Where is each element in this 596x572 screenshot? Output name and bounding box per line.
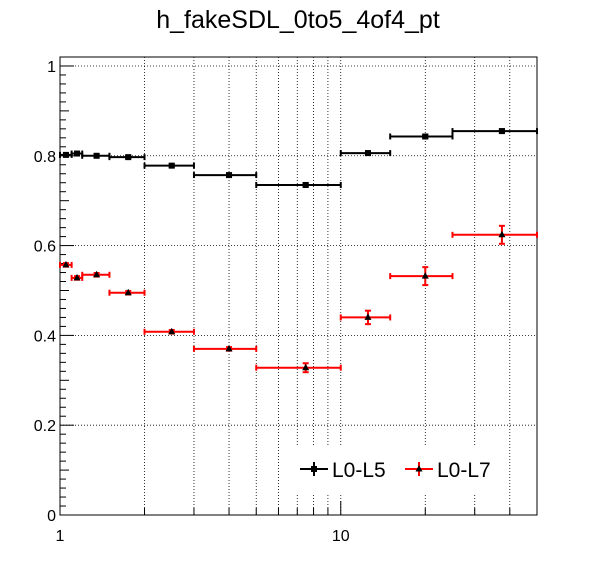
y-tick-label: 0.2 [34, 418, 56, 435]
y-tick-label: 0.8 [34, 149, 56, 166]
x-tick-label: 1 [56, 528, 65, 545]
data-point [498, 128, 505, 135]
data-point [364, 313, 372, 320]
data-point [226, 172, 233, 179]
legend-marker [311, 466, 317, 472]
y-tick-label: 0 [47, 508, 56, 525]
legend-marker [415, 465, 423, 472]
data-point [73, 273, 81, 281]
x-tick-label: 10 [332, 528, 350, 545]
data-point [302, 363, 310, 371]
data-point [422, 133, 429, 140]
chart-title: h_fakeSDL_0to5_4of4_pt [156, 6, 440, 34]
axes: 1 10 0 0.2 0.4 0.6 0.8 1 [34, 59, 538, 545]
data-point [168, 162, 175, 169]
legend: L0-L5 L0-L7 [296, 447, 496, 493]
y-tick-label: 0.6 [34, 239, 56, 256]
data-point [124, 288, 132, 296]
legend-box [296, 447, 496, 493]
data-point [168, 327, 176, 335]
data-point [74, 150, 81, 157]
data-point [421, 272, 429, 279]
legend-label: L0-L5 [332, 459, 386, 482]
data-point [125, 154, 132, 161]
data-point [93, 152, 100, 159]
grid [60, 57, 537, 515]
data-point [62, 151, 69, 158]
y-tick-label: 1 [47, 59, 56, 76]
data-point [62, 260, 70, 268]
data-point [302, 181, 309, 188]
data-point [364, 150, 371, 157]
data-point [93, 270, 101, 278]
series-L0-L5 [59, 128, 538, 188]
y-tick-label: 0.4 [34, 328, 56, 345]
legend-label: L0-L7 [437, 459, 491, 482]
series-L0-L7 [59, 224, 538, 374]
data-point [498, 230, 506, 238]
data-point [225, 344, 233, 352]
plot-frame [59, 56, 538, 516]
data-series [59, 128, 538, 374]
